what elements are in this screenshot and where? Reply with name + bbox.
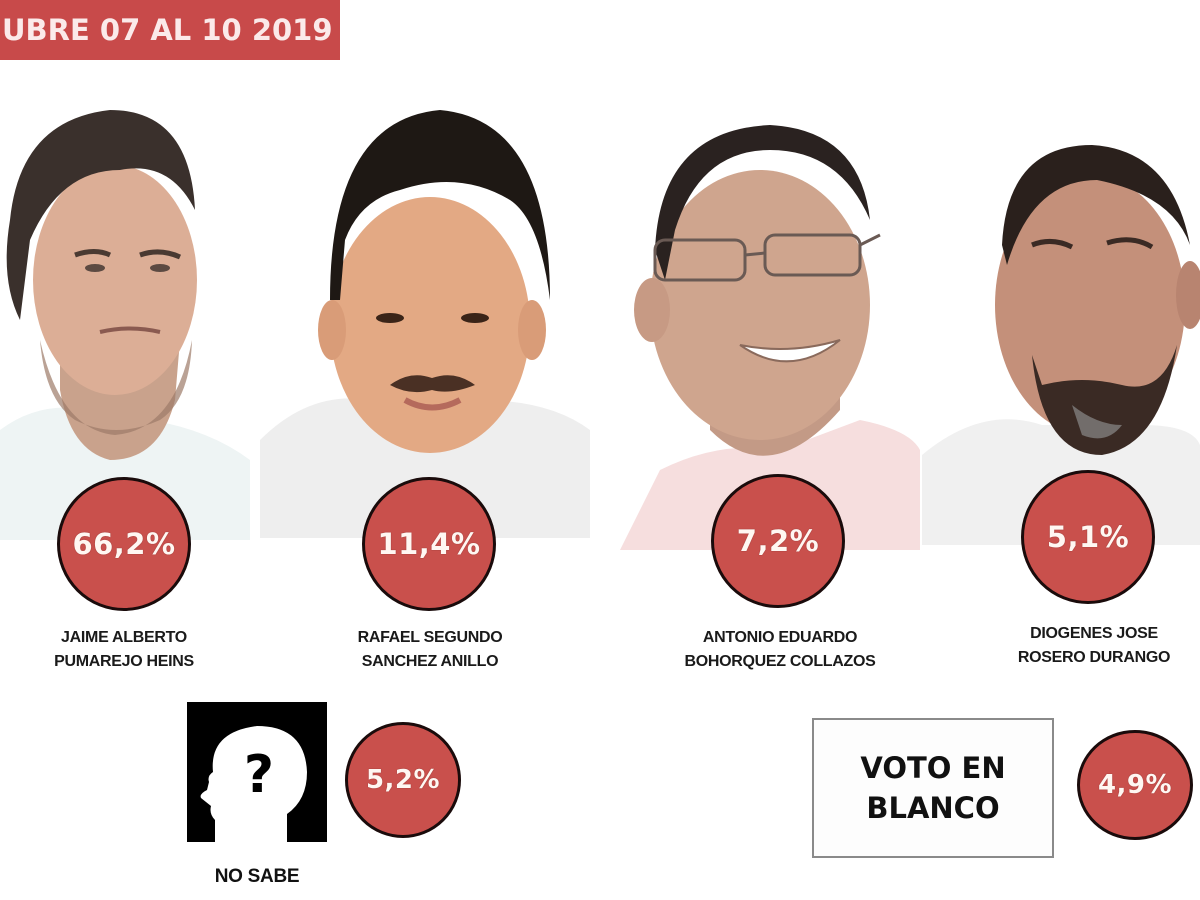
candidate-percentage-sanchez: 11,4% xyxy=(362,477,496,611)
candidate-photo-pumarejo xyxy=(0,100,250,540)
candidate-second-line: SANCHEZ ANILLO xyxy=(361,653,499,670)
voto-en-blanco-percentage: 4,9% xyxy=(1077,730,1193,840)
candidate-second-line: ROSERO DURANGO xyxy=(1017,649,1171,666)
candidate-name-rosero: DIOGENES JOSE ROSERO DURANGO xyxy=(988,622,1200,670)
svg-text:?: ? xyxy=(244,745,274,805)
candidate-second-line: BOHORQUEZ COLLAZOS xyxy=(684,653,876,670)
candidate-name-bohorquez: ANTONIO EDUARDO BOHORQUEZ COLLAZOS xyxy=(660,626,900,674)
head-question-mark-icon: ? xyxy=(187,702,327,842)
candidate-first-line: DIOGENES JOSE xyxy=(1030,625,1158,642)
candidate-first-line: RAFAEL SEGUNDO xyxy=(357,629,503,646)
candidate-name-sanchez: RAFAEL SEGUNDO SANCHEZ ANILLO xyxy=(330,626,530,674)
no-sabe-percentage: 5,2% xyxy=(345,722,461,838)
candidate-first-line: JAIME ALBERTO xyxy=(61,629,187,646)
candidate-name-pumarejo: JAIME ALBERTO PUMAREJO HEINS xyxy=(24,626,224,674)
candidate-photo-sanchez xyxy=(260,100,590,538)
portrait-icon xyxy=(260,100,590,538)
candidate-second-line: PUMAREJO HEINS xyxy=(54,653,194,670)
voto-en-blanco-box: VOTO EN BLANCO xyxy=(812,718,1054,858)
portrait-icon xyxy=(600,110,920,550)
candidate-percentage-bohorquez: 7,2% xyxy=(711,474,845,608)
candidate-first-line: ANTONIO EDUARDO xyxy=(702,629,858,646)
poll-date-banner: UBRE 07 AL 10 2019 xyxy=(0,0,340,60)
portrait-icon xyxy=(0,100,250,540)
candidate-percentage-pumarejo: 66,2% xyxy=(57,477,191,611)
candidate-photo-bohorquez xyxy=(600,110,920,550)
voto-en-blanco-line2: BLANCO xyxy=(866,791,1000,825)
candidate-percentage-rosero: 5,1% xyxy=(1021,470,1155,604)
no-sabe-label: NO SABE xyxy=(214,866,300,887)
voto-en-blanco-label: VOTO EN BLANCO xyxy=(860,748,1005,828)
voto-en-blanco-line1: VOTO EN xyxy=(860,751,1006,785)
